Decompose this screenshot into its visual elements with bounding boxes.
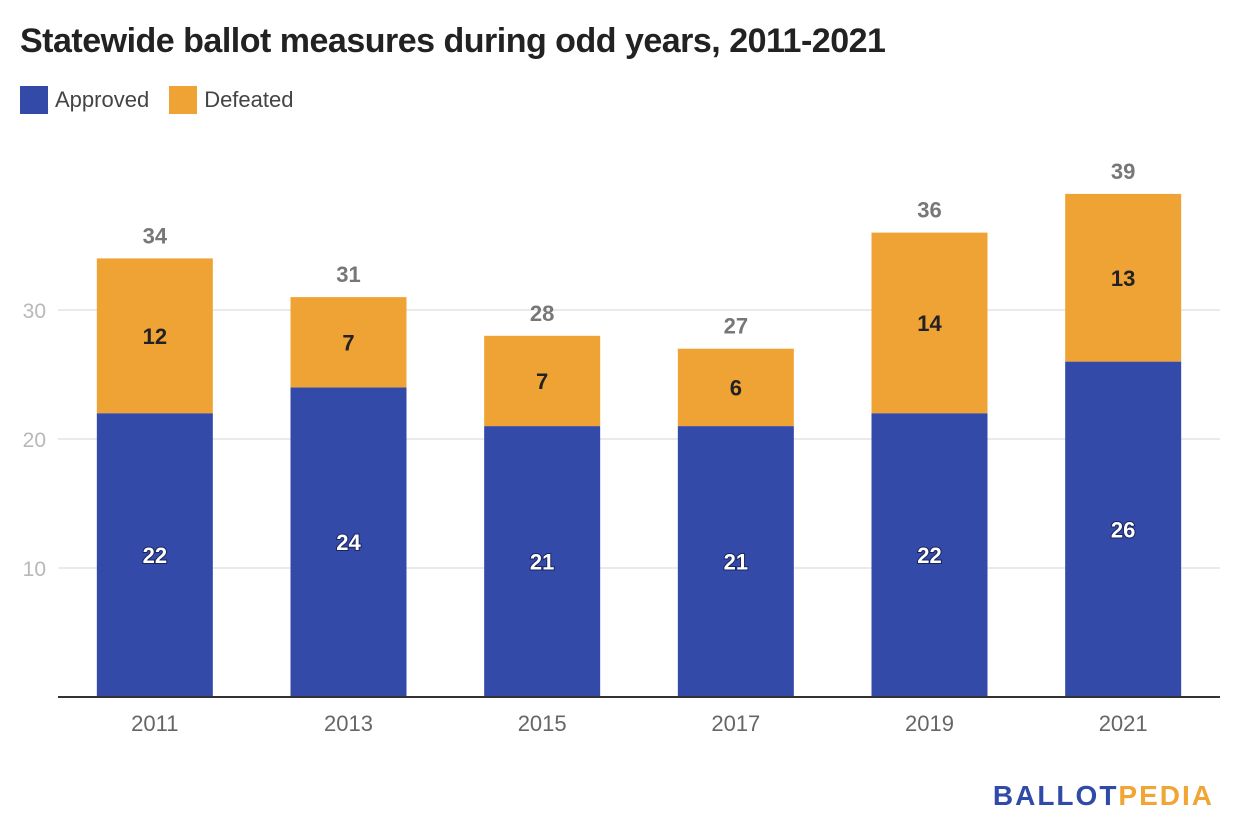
ballotpedia-logo[interactable]: BALLOTPEDIA <box>993 780 1214 812</box>
total-label-2015: 28 <box>530 301 554 326</box>
data-label-approved-2021: 26 <box>1111 517 1135 542</box>
bar-approved-2017 <box>677 426 794 697</box>
y-tick-label-20: 20 <box>23 429 46 452</box>
logo-part-ballot: BALLOT <box>992 780 1119 811</box>
bar-defeated-2021 <box>1065 193 1182 362</box>
x-tick-label-2011: 2011 <box>131 711 178 736</box>
x-tick-label-2019: 2019 <box>905 711 954 736</box>
x-tick-label-2021: 2021 <box>1099 711 1148 736</box>
data-label-approved-2013: 24 <box>336 530 361 555</box>
data-label-defeated-2017: 6 <box>730 375 742 400</box>
legend-item-approved[interactable]: Approved <box>20 86 149 114</box>
data-label-defeated-2021: 13 <box>1111 266 1135 291</box>
data-label-approved-2011: 22 <box>143 543 167 568</box>
bar-approved-2019 <box>871 413 988 697</box>
bar-defeated-2015 <box>484 335 601 427</box>
data-label-defeated-2019: 14 <box>917 311 942 336</box>
data-label-approved-2017: 21 <box>724 550 748 575</box>
data-label-approved-2019: 22 <box>917 543 941 568</box>
bar-defeated-2013 <box>290 297 407 388</box>
x-tick-label-2015: 2015 <box>518 711 567 736</box>
bar-defeated-2019 <box>871 232 988 414</box>
data-label-approved-2015: 21 <box>530 550 554 575</box>
total-label-2019: 36 <box>917 198 941 223</box>
data-label-defeated-2013: 7 <box>342 330 354 355</box>
legend-label-approved: Approved <box>55 87 150 112</box>
chart-title: Statewide ballot measures during odd yea… <box>20 22 886 60</box>
total-label-2013: 31 <box>336 262 360 287</box>
legend-item-defeated[interactable]: Defeated <box>169 86 293 114</box>
x-tick-label-2017: 2017 <box>711 711 760 736</box>
logo-part-pedia: PEDIA <box>1118 780 1214 811</box>
total-label-2017: 27 <box>724 314 748 339</box>
legend-label-defeated: Defeated <box>204 87 294 112</box>
bar-defeated-2017 <box>677 348 794 427</box>
x-tick-label-2013: 2013 <box>324 711 373 736</box>
total-label-2011: 34 <box>143 223 168 248</box>
y-tick-label-30: 30 <box>23 300 46 323</box>
y-tick-label-10: 10 <box>23 558 46 581</box>
legend: Approved Defeated <box>20 86 293 114</box>
total-label-2021: 39 <box>1111 159 1135 184</box>
data-label-defeated-2015: 7 <box>536 369 548 394</box>
bar-approved-2011 <box>96 413 213 697</box>
bar-approved-2021 <box>1065 361 1182 697</box>
legend-swatch-approved <box>20 86 48 114</box>
bar-defeated-2011 <box>96 258 213 414</box>
data-label-defeated-2011: 12 <box>143 324 167 349</box>
legend-swatch-defeated <box>169 86 198 114</box>
bar-approved-2015 <box>484 426 601 697</box>
bar-approved-2013 <box>290 387 407 697</box>
